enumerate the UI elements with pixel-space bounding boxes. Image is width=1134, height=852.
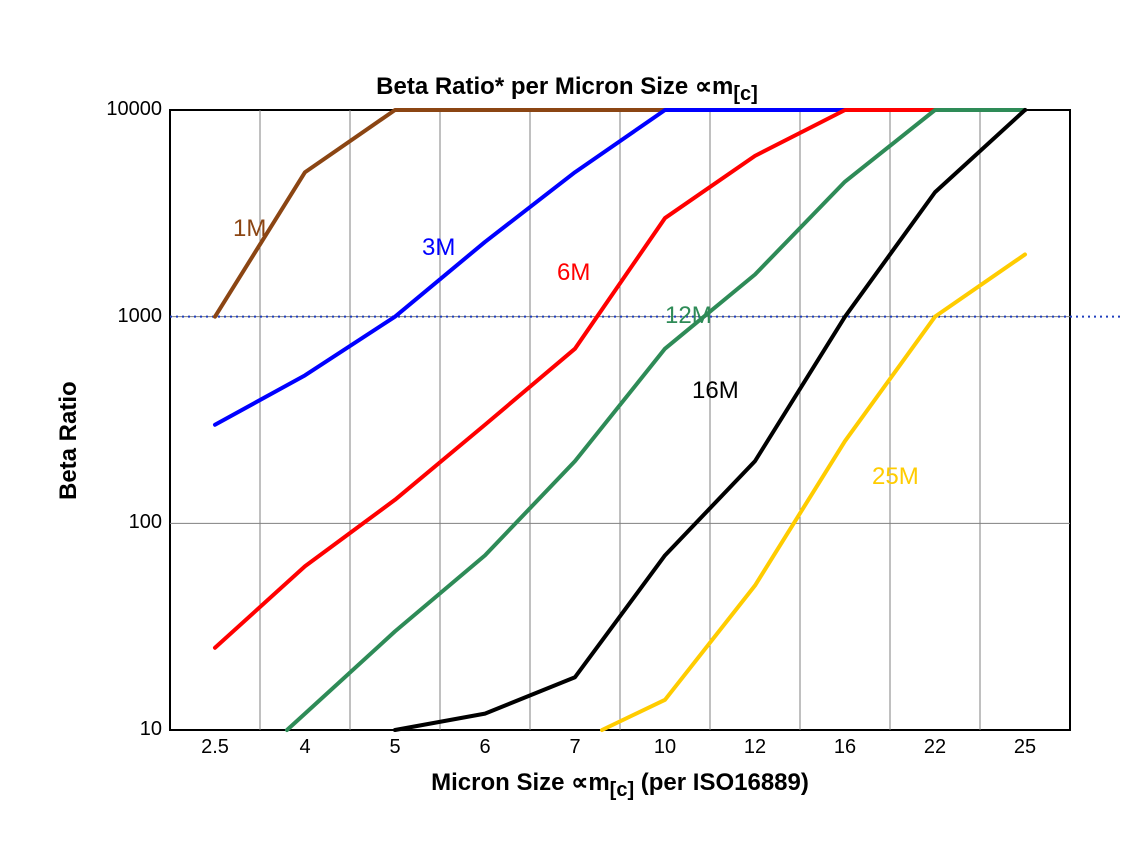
x-tick-label: 7 (545, 736, 605, 759)
chart-title: Beta Ratio* per Micron Size ∝m[c] (0, 72, 1134, 106)
series-label: 12M (665, 302, 712, 330)
series-label: 1M (233, 215, 266, 243)
x-tick-label: 6 (455, 736, 515, 759)
x-tick-label: 25 (995, 736, 1055, 759)
x-tick-label: 22 (905, 736, 965, 759)
y-axis-label: Beta Ratio (55, 381, 83, 500)
x-axis-label: Micron Size ∝m[c] (per ISO16889) (170, 768, 1070, 802)
y-tick-label: 1000 (118, 305, 163, 328)
chart-page: { "chart": { "type": "line", "title_html… (0, 0, 1134, 852)
x-tick-label: 2.5 (185, 736, 245, 759)
series-label: 3M (422, 234, 455, 262)
y-tick-label: 100 (129, 511, 162, 534)
series-label: 16M (692, 377, 739, 405)
x-tick-label: 5 (365, 736, 425, 759)
x-tick-label: 16 (815, 736, 875, 759)
series-label: 25M (872, 463, 919, 491)
y-tick-label: 10000 (106, 98, 162, 121)
x-tick-label: 12 (725, 736, 785, 759)
x-tick-label: 4 (275, 736, 335, 759)
x-tick-label: 10 (635, 736, 695, 759)
plot-area (170, 110, 1070, 730)
y-tick-label: 10 (140, 718, 162, 741)
series-label: 6M (557, 259, 590, 287)
